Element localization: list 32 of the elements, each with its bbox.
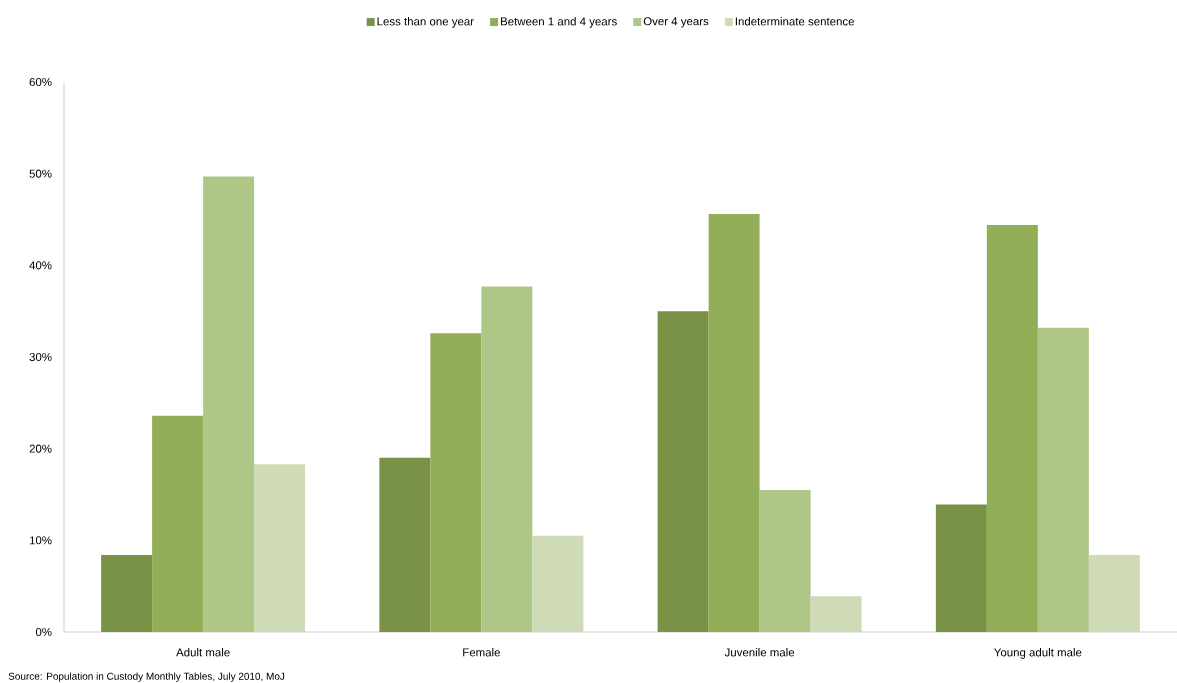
y-tick-label: 60% — [29, 77, 52, 87]
bar — [810, 596, 862, 632]
y-tick-label: 20% — [29, 444, 52, 453]
legend-label: Between 1 and 4 years — [501, 17, 617, 28]
y-tick-label: 0% — [35, 627, 52, 637]
bar — [1037, 327, 1089, 632]
bar — [152, 415, 204, 632]
bar — [708, 213, 760, 632]
bar — [935, 504, 987, 632]
bar — [254, 464, 306, 632]
bar — [657, 311, 709, 632]
bar — [379, 457, 431, 632]
bar — [1088, 554, 1140, 632]
bar — [532, 535, 584, 632]
y-tick-label: 10% — [29, 536, 52, 545]
bar — [986, 224, 1038, 632]
bar — [203, 176, 255, 632]
legend-label: Indeterminate sentence — [735, 17, 855, 26]
x-tick-label: Adult male — [176, 648, 230, 657]
y-tick-label: 30% — [29, 352, 52, 362]
y-tick-label: 50% — [29, 169, 52, 178]
bar — [481, 286, 533, 632]
x-tick-label: Juvenile male — [724, 648, 795, 657]
x-tick-label: Female — [463, 648, 500, 657]
x-tick-label: Young adult male — [994, 648, 1082, 659]
source-note: Source: Population in Custody Monthly Tables, July 2010, MoJ — [8, 672, 285, 682]
legend-label: Less than one year — [377, 17, 474, 28]
bar — [101, 554, 153, 632]
bar — [759, 489, 811, 632]
y-tick-label: 40% — [29, 261, 52, 270]
bar — [430, 333, 482, 632]
legend-label: Over 4 years — [643, 17, 709, 28]
